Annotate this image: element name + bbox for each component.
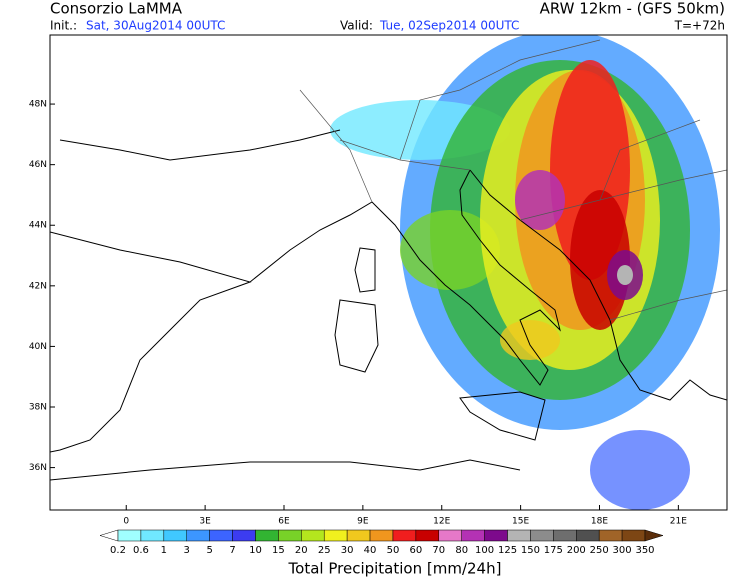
colorbar-segment [461,529,485,542]
colorbar-segment [392,529,417,542]
colorbar-label: 350 [635,545,654,556]
colorbar-segment [530,529,554,542]
colorbar-segment [140,529,165,542]
colorbar-segment [576,529,600,542]
colorbar-segment [186,529,210,542]
lon-label: 12E [433,517,450,527]
colorbar-segment [553,529,577,542]
colorbar-segment [163,529,187,542]
lon-label: 21E [670,517,687,527]
colorbar-label: 150 [521,545,540,556]
precip-field [330,35,720,510]
lat-label: 46N [29,160,47,170]
colorbar-label: 40 [364,545,377,556]
colorbar-segment [301,529,325,542]
model: ARW 12km - (GFS 50km) [540,0,725,18]
colorbar-segment [117,529,142,542]
valid-date: Tue, 02Sep2014 00UTC [379,19,519,33]
lon-label: 0 [123,517,129,527]
lead-time: T=+72h [674,19,725,33]
colorbar-label: 125 [498,545,517,556]
colorbar-label: 3 [184,545,190,556]
colorbar-segment [209,529,233,542]
colorbar-label: 60 [410,545,423,556]
coastlines [50,39,727,481]
lon-label: 15E [512,517,529,527]
colorbar-segment [484,529,508,542]
colorbar-segment [621,529,646,542]
colorbar-label: 300 [613,545,632,556]
colorbar-under [99,529,119,542]
lat-label: 42N [29,281,47,291]
lat-label: 44N [29,221,47,231]
colorbar-segment [232,529,256,542]
colorbar-label: 100 [475,545,494,556]
map-frame [49,34,728,511]
lon-label: 18E [591,517,608,527]
colorbar-label: 5 [206,545,212,556]
lat-label: 40N [29,342,47,352]
colorbar-label: 70 [432,545,445,556]
init-date: Sat, 30Aug2014 00UTC [86,19,225,33]
colorbar-label: 1 [161,545,167,556]
colorbar-segment [346,529,371,542]
colorbar-label: 250 [590,545,609,556]
colorbar-label: 30 [341,545,354,556]
colorbar-label: 0.6 [133,545,149,556]
colorbar-segment [507,529,531,542]
lat-label: 36N [29,463,47,473]
lon-label: 3E [199,517,211,527]
colorbar-segment [369,529,394,542]
colorbar-segment [438,529,462,542]
lat-label: 38N [29,403,47,413]
title: Consorzio LaMMA [50,0,183,18]
colorbar-label: 25 [318,545,331,556]
init-label: Init.: [50,19,77,33]
colorbar-segment [323,529,348,542]
colorbar-segment [255,529,279,542]
colorbar-label: 15 [272,545,285,556]
colorbar-label: 50 [387,545,400,556]
colorbar-over [644,529,664,542]
valid-label: Valid: [340,19,373,33]
colorbar-segment [598,529,623,542]
colorbar-label: 80 [455,545,468,556]
lon-label: 9E [357,517,369,527]
colorbar-label: 7 [229,545,235,556]
colorbar-segment [278,529,302,542]
colorbar-label: 200 [567,545,586,556]
colorbar-label: 20 [295,545,308,556]
colorbar-title: Total Precipitation [mm/24h] [288,560,502,578]
colorbar-label: 175 [544,545,563,556]
colorbar-label: 0.2 [110,545,126,556]
colorbar-label: 10 [249,545,262,556]
lat-label: 48N [29,100,47,110]
lon-label: 6E [278,517,290,527]
colorbar-segment [415,529,440,542]
